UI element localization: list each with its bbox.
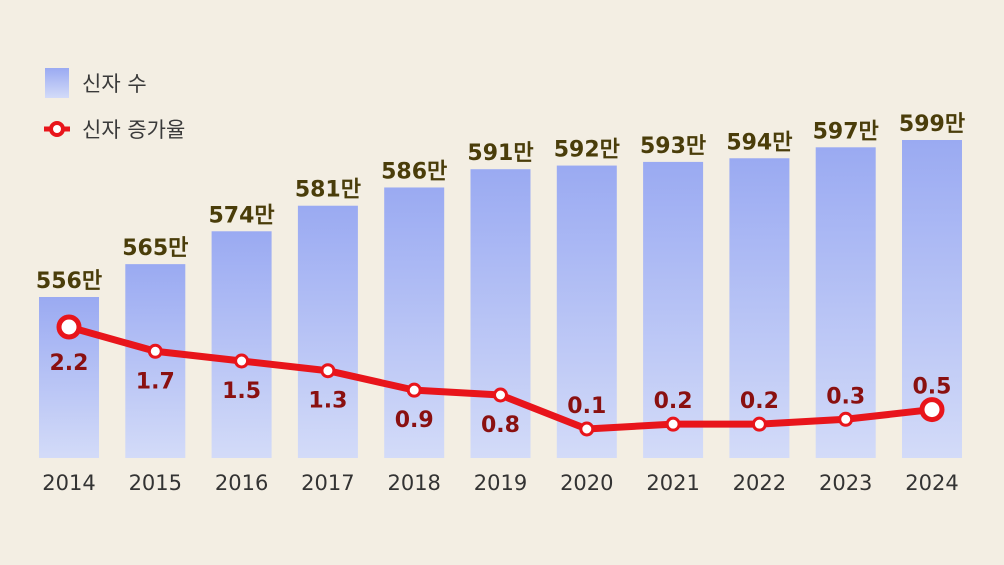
bar-value-label-2016: 574만 [209,203,275,228]
rate-value-label-2021: 0.2 [654,389,693,414]
rate-point-2014 [56,314,82,340]
bar-2022 [729,158,790,459]
rate-value-label-2022: 0.2 [740,389,779,414]
bar-2021 [643,161,704,458]
x-tick-2024: 2024 [905,471,958,495]
x-tick-2017: 2017 [301,471,354,495]
rate-value-label-2023: 0.3 [826,384,865,409]
bar-2019 [470,169,531,459]
bar-labels-group: 556만 565만 574만 581만 586만 591만 592만 593만 594만 597만… [36,112,965,294]
bar-2017 [297,205,358,458]
rate-point-2019 [493,387,508,403]
bar-2020 [556,165,617,458]
rate-value-label-2019: 0.8 [481,413,520,438]
rate-labels-group: 2.2 1.7 1.5 1.3 0.9 0.8 0.1 0.2 0.2 0.3 0.5 [50,351,952,438]
rate-value-label-2016: 1.5 [222,379,261,404]
x-tick-2016: 2016 [215,471,268,495]
x-tick-2020: 2020 [560,471,613,495]
legend-bars-label: 신자 수 [82,72,147,96]
bar-2016 [211,231,272,458]
x-tick-2014: 2014 [42,471,95,495]
rate-value-label-2024: 0.5 [913,375,952,400]
rate-point-2015 [147,343,163,359]
rate-point-2022 [751,416,767,432]
legend-line-swatch [44,121,70,137]
legend-bar-swatch [45,68,69,98]
bar-value-label-2018: 586만 [381,159,447,184]
rate-point-2021 [665,416,681,432]
x-tick-2021: 2021 [646,471,699,495]
bar-value-label-2019: 591만 [467,141,533,166]
rate-point-2023 [838,411,854,427]
bar-value-label-2023: 597만 [813,119,879,144]
x-axis-ticks: 2014 2015 2016 2017 2018 2019 2020 2021 2022 2023… [42,471,958,495]
x-tick-2022: 2022 [733,471,786,495]
bar-value-label-2017: 581만 [295,178,361,203]
rate-value-label-2017: 1.3 [308,389,347,414]
rate-point-2017 [320,363,336,379]
bar-2015 [125,264,186,458]
bar-value-label-2021: 593만 [640,134,706,159]
x-tick-2015: 2015 [129,471,182,495]
bar-value-label-2022: 594만 [726,130,792,155]
bar-value-label-2015: 565만 [122,236,188,261]
x-tick-2019: 2019 [474,471,527,495]
legend: 신자 수 신자 증가율 [44,68,185,142]
bars-group [39,140,962,459]
bar-2018 [384,187,445,458]
bar-value-label-2014: 556만 [36,269,102,294]
rate-line-group [56,314,945,437]
x-tick-2023: 2023 [819,471,872,495]
rate-value-label-2014: 2.2 [50,351,89,376]
bar-value-label-2020: 592만 [554,138,620,163]
legend-line-label: 신자 증가율 [82,118,185,142]
rate-point-2018 [406,382,422,398]
bar-value-label-2024: 599만 [899,112,965,137]
rate-point-2020 [579,421,595,437]
x-tick-2018: 2018 [387,471,440,495]
rate-value-label-2015: 1.7 [136,369,175,394]
rate-value-label-2020: 0.1 [567,394,606,419]
rate-point-2016 [234,353,250,369]
bar-2023 [815,147,876,459]
rate-value-label-2018: 0.9 [395,408,434,433]
rate-point-2024 [919,397,945,423]
